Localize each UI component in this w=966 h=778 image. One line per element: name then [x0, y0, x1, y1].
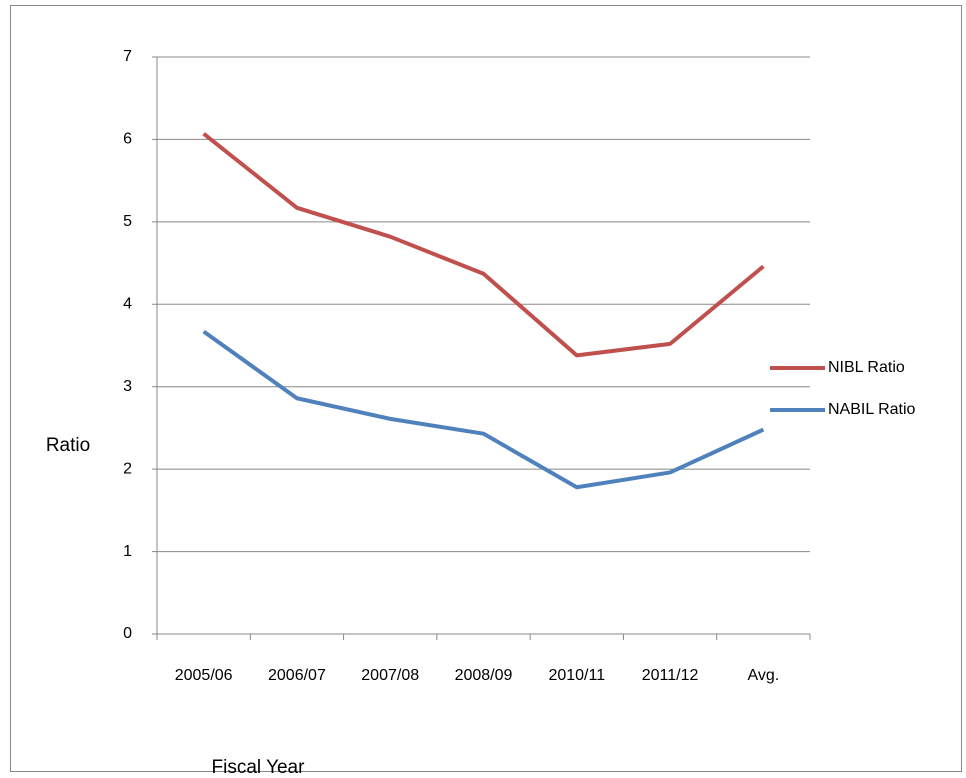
data-line — [202, 132, 765, 358]
x-tick-label: 2005/06 — [175, 667, 233, 684]
data-line — [202, 329, 765, 490]
y-tick-label: 6 — [123, 131, 132, 148]
y-tick-label: 5 — [123, 213, 132, 230]
legend-label: NABIL Ratio — [828, 401, 916, 418]
x-tick-label: 2010/11 — [548, 667, 605, 684]
y-tick-label: 7 — [123, 48, 132, 65]
y-tick-label: 0 — [123, 625, 132, 642]
y-tick-label: 1 — [123, 543, 132, 560]
x-tick-label: 2011/12 — [642, 667, 699, 684]
y-tick-label: 4 — [123, 296, 132, 313]
x-tick-label: Avg. — [747, 667, 779, 684]
x-tick-label: 2006/07 — [268, 667, 326, 684]
x-axis-label: Fiscal Year — [212, 757, 306, 778]
legend-label: NIBL Ratio — [828, 359, 905, 376]
y-tick-label: 3 — [123, 378, 132, 395]
chart-frame — [10, 5, 962, 772]
x-tick-label: 2007/08 — [361, 667, 419, 684]
x-tick-label: 2008/09 — [455, 667, 513, 684]
y-axis-label: Ratio — [46, 435, 90, 456]
y-tick-label: 2 — [123, 460, 132, 477]
